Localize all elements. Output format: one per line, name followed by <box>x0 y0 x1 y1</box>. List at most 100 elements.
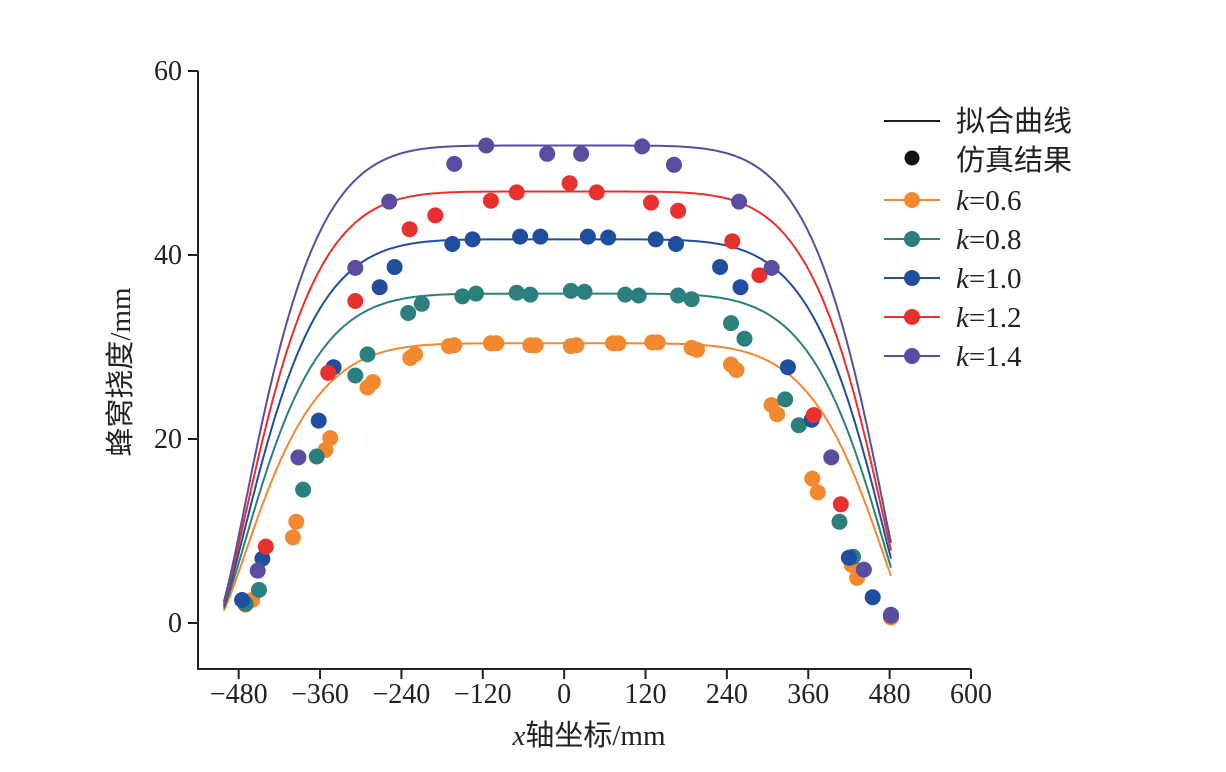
sim-point-k=0.6 <box>809 484 826 501</box>
legend-k-symbol: k <box>956 302 970 334</box>
sim-point-k=1.4 <box>823 449 840 466</box>
fit-curve-k=1.0 <box>222 238 892 607</box>
y-axis-title: 蜂窝挠度/mm <box>104 287 137 457</box>
legend-label-k=1.2: k=1.2 <box>956 302 1021 334</box>
sim-point-k=1.2 <box>670 202 687 219</box>
legend-k-symbol: k <box>956 341 970 373</box>
simulation-points <box>234 137 899 626</box>
y-ticks: 0 20 40 60 <box>154 56 198 639</box>
sim-point-k=1.2 <box>482 192 499 209</box>
sim-point-k=0.6 <box>364 374 381 390</box>
sim-point-k=0.6 <box>649 334 666 351</box>
sim-point-k=1.0 <box>864 589 881 606</box>
x-ticks: −480 −360 −240 −120 0 120 240 360 480 600 <box>210 669 992 710</box>
sim-point-k=0.6 <box>568 337 585 354</box>
sim-point-k=1.0 <box>732 279 749 296</box>
legend: 拟合曲线 仿真结果 k=0.6k=0.8k=1.0k=1.2k=1.4 <box>884 105 1072 373</box>
legend-series: k=0.6k=0.8k=1.0k=1.2k=1.4 <box>884 185 1022 373</box>
sim-point-k=0.6 <box>288 513 305 530</box>
legend-label-k=0.8: k=0.8 <box>956 224 1021 256</box>
sim-point-k=1.2 <box>643 194 659 211</box>
sim-point-k=0.8 <box>359 346 376 363</box>
sim-point-k=1.2 <box>508 184 525 201</box>
legend-k-value: =0.6 <box>969 185 1022 217</box>
sim-point-k=1.4 <box>883 607 899 624</box>
legend-k-symbol: k <box>956 224 970 256</box>
sim-point-k=1.0 <box>371 279 388 296</box>
x-tick-label: 480 <box>869 679 911 710</box>
sim-point-k=0.8 <box>522 286 539 303</box>
sim-point-k=1.2 <box>751 267 768 284</box>
sim-point-k=0.8 <box>347 367 364 384</box>
legend-sim-swatch <box>904 150 920 166</box>
sim-point-k=1.2 <box>427 207 444 224</box>
sim-point-k=1.4 <box>290 449 307 466</box>
sim-point-k=0.6 <box>322 430 339 447</box>
legend-label-k=1.4: k=1.4 <box>956 341 1022 373</box>
fit-curve-k=1.4 <box>222 144 892 603</box>
sim-point-k=1.4 <box>573 145 590 162</box>
x-tick-label: 600 <box>950 679 992 710</box>
sim-point-k=0.8 <box>683 291 700 308</box>
sim-point-k=1.0 <box>600 229 617 246</box>
legend-k-value: =0.8 <box>969 224 1022 256</box>
sim-point-k=0.8 <box>454 288 471 305</box>
sim-point-k=0.8 <box>308 448 325 465</box>
sim-point-k=1.2 <box>561 175 578 192</box>
sim-point-k=1.4 <box>763 259 780 276</box>
sim-point-k=0.8 <box>831 513 848 530</box>
sim-point-k=0.8 <box>251 581 267 598</box>
legend-sim-label: 仿真结果 <box>956 144 1072 177</box>
sim-point-k=0.8 <box>617 286 634 303</box>
sim-point-k=0.8 <box>670 287 687 304</box>
legend-k-symbol: k <box>956 263 970 295</box>
sim-point-k=1.0 <box>464 231 481 248</box>
x-tick-label: −120 <box>454 679 512 710</box>
sim-point-k=1.4 <box>381 193 398 210</box>
sim-point-k=1.2 <box>320 364 337 381</box>
sim-point-k=1.4 <box>731 193 748 210</box>
sim-point-k=0.6 <box>728 362 745 378</box>
sim-point-k=0.6 <box>488 335 505 352</box>
sim-point-k=0.6 <box>610 335 627 352</box>
sim-point-k=0.6 <box>804 470 821 487</box>
sim-point-k=0.6 <box>284 529 301 546</box>
sim-point-k=0.8 <box>630 287 647 304</box>
legend-label-k=1.0: k=1.0 <box>956 263 1021 295</box>
sim-point-k=1.0 <box>579 228 596 245</box>
legend-marker-k=1.4 <box>904 348 920 364</box>
legend-fit-label: 拟合曲线 <box>956 105 1072 138</box>
sim-point-k=1.0 <box>840 549 857 566</box>
fit-curve-k=0.8 <box>222 292 892 609</box>
legend-k-value: =1.2 <box>969 302 1022 334</box>
sim-point-k=1.2 <box>347 293 364 309</box>
sim-point-k=1.2 <box>401 221 418 238</box>
x-tick-label: 120 <box>625 679 667 710</box>
x-tick-label: 240 <box>706 679 748 710</box>
sim-point-k=1.4 <box>446 155 463 172</box>
sim-point-k=0.8 <box>413 295 430 312</box>
sim-point-k=1.0 <box>647 231 664 248</box>
sim-point-k=0.6 <box>407 346 423 363</box>
sim-point-k=0.8 <box>736 330 753 347</box>
sim-point-k=1.2 <box>832 496 849 513</box>
sim-point-k=1.0 <box>512 228 529 245</box>
x-axis-title-var: x <box>511 720 525 752</box>
sim-point-k=0.8 <box>777 391 794 408</box>
sim-point-k=0.8 <box>508 284 525 301</box>
x-axis-title: x轴坐标/mm <box>511 719 665 752</box>
legend-label-k=0.6: k=0.6 <box>956 185 1021 217</box>
fit-curve-k=1.2 <box>222 190 892 605</box>
sim-point-k=1.2 <box>724 233 741 250</box>
sim-point-k=0.8 <box>723 315 739 332</box>
legend-k-symbol: k <box>956 185 970 217</box>
y-tick-label: 20 <box>154 424 182 455</box>
sim-point-k=1.4 <box>539 145 556 162</box>
sim-point-k=1.4 <box>249 562 266 579</box>
sim-point-k=0.8 <box>468 285 484 302</box>
sim-point-k=0.6 <box>769 406 786 423</box>
x-tick-label: −480 <box>210 679 268 710</box>
sim-point-k=1.0 <box>254 550 271 567</box>
y-tick-label: 60 <box>154 56 182 87</box>
